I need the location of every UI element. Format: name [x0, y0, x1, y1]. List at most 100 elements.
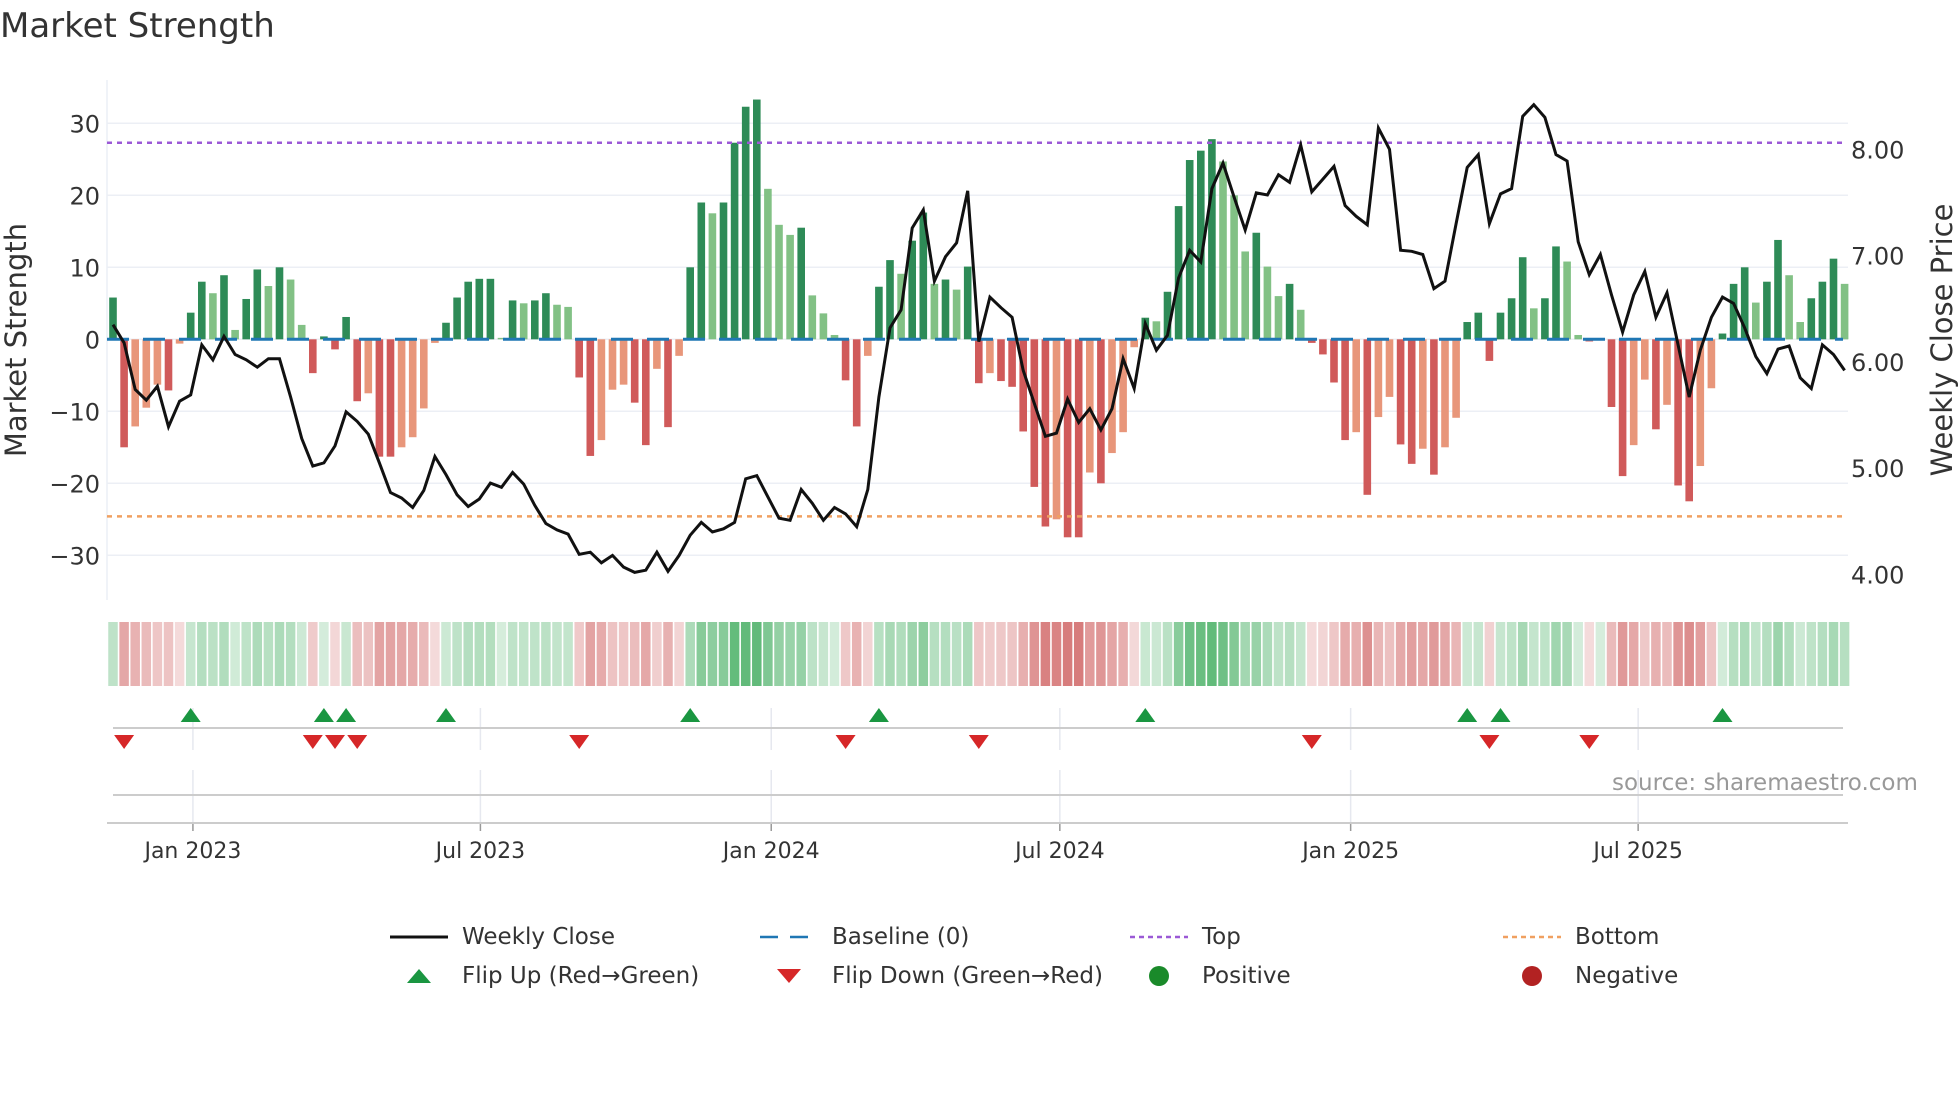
positive-bar	[442, 322, 450, 340]
strength-heat-cell	[1640, 622, 1650, 686]
strength-heat-cell	[1329, 622, 1339, 686]
strength-heat-cell	[1118, 622, 1128, 686]
negative-bar	[120, 339, 128, 448]
negative-bar	[1707, 339, 1716, 389]
positive-bar	[286, 279, 295, 340]
positive-bar	[531, 300, 539, 340]
strength-heat-cell	[208, 622, 218, 686]
positive-bar	[475, 278, 484, 340]
y2-tick-label: 6.00	[1851, 349, 1904, 377]
positive-bar	[1807, 298, 1816, 340]
y-tick-label: 20	[69, 182, 100, 210]
positive-bar	[1518, 257, 1527, 340]
flip-up-marker	[1457, 708, 1478, 722]
positive-bar	[198, 281, 206, 340]
y2-tick-label: 8.00	[1851, 136, 1904, 164]
legend-label: Top	[1202, 924, 1241, 950]
negative-bar	[153, 339, 162, 385]
negative-bar	[420, 339, 428, 409]
strength-heat-cell	[230, 622, 240, 686]
strength-heat-cell	[1839, 622, 1850, 686]
negative-bar	[675, 339, 683, 356]
strength-heat-cell	[1684, 622, 1694, 686]
positive-bar	[209, 293, 217, 340]
strength-heat-cell	[1318, 622, 1328, 686]
positive-bar	[1174, 206, 1183, 340]
strength-heat-cell	[330, 622, 340, 686]
strength-heat-cell	[1662, 622, 1672, 686]
flip-up-marker	[180, 708, 201, 722]
flip-up-marker	[336, 708, 357, 722]
positive-bar	[1541, 298, 1549, 340]
negative-bar	[642, 339, 650, 446]
positive-bar	[497, 337, 506, 340]
negative-bar	[1363, 339, 1372, 495]
negative-bar	[1308, 339, 1316, 343]
strength-heat-cell	[1673, 622, 1683, 686]
y-axis-title: Market Strength	[0, 223, 33, 457]
negative-bar	[331, 339, 339, 350]
strength-heat-cell	[840, 622, 851, 686]
flip-down-marker	[1301, 735, 1322, 749]
strength-heat-cell	[1029, 622, 1040, 686]
positive-bar	[453, 297, 461, 340]
strength-heat-cell	[1651, 622, 1661, 686]
negative-bar	[1374, 339, 1383, 418]
positive-bar	[764, 188, 772, 340]
positive-bar	[486, 278, 495, 340]
negative-bar	[586, 339, 595, 456]
negative-bar	[1130, 339, 1138, 348]
negative-bar	[386, 339, 395, 457]
positive-bar	[342, 316, 350, 340]
strength-heat-cell	[696, 622, 707, 686]
positive-bar	[941, 279, 950, 340]
strength-heat-cell	[252, 622, 263, 686]
strength-heat-cell	[352, 622, 362, 686]
strength-heat-cell	[1140, 622, 1151, 686]
y-tick-label: −30	[49, 542, 100, 570]
strength-heat-cell	[1340, 622, 1350, 686]
positive-bar	[1163, 291, 1172, 340]
strength-heat-cell	[1484, 622, 1495, 686]
strength-heat-cell	[1151, 622, 1162, 686]
strength-heat-cell	[663, 622, 673, 686]
flip-down-marker	[1479, 735, 1500, 749]
strength-heat-cell	[1406, 622, 1417, 686]
strength-heat-cell	[241, 622, 251, 686]
strength-heat-cell	[1473, 622, 1484, 686]
negative-bar	[1319, 339, 1327, 355]
negative-bar	[619, 339, 628, 385]
positive-bar	[1740, 267, 1749, 340]
negative-bar	[1685, 339, 1693, 502]
source-credit: source: sharemaestro.com	[1612, 770, 1918, 796]
strength-heat-cell	[829, 622, 840, 686]
strength-heat-cell	[707, 622, 718, 686]
strength-heat-cell	[885, 622, 895, 686]
strength-heat-cell	[585, 622, 596, 686]
strength-heat-cell	[729, 622, 740, 686]
strength-heat-cell	[130, 622, 140, 686]
strength-heat-cell	[463, 622, 473, 686]
strength-heat-cell	[851, 622, 862, 686]
strength-heat-cell	[951, 622, 962, 686]
strength-heat-cell	[1795, 622, 1805, 686]
negative-bar	[1086, 339, 1094, 473]
strength-heat-cell	[518, 622, 529, 686]
strength-heat-cell	[1229, 622, 1239, 686]
negative-bar	[397, 339, 406, 448]
negative-bar	[1419, 339, 1427, 449]
positive-bar	[908, 240, 916, 340]
negative-bar	[608, 339, 617, 390]
strength-heat-cell	[1739, 622, 1750, 686]
positive-bar	[1252, 232, 1261, 340]
strength-heat-cell	[774, 622, 784, 686]
strength-heat-cell	[1307, 622, 1317, 686]
strength-heat-cell	[1806, 622, 1817, 686]
positive-bar	[1752, 302, 1760, 340]
strength-heat-cell	[1462, 622, 1472, 686]
strength-heat-cell	[1817, 622, 1828, 686]
negative-bar	[1063, 339, 1072, 538]
negative-bar	[841, 339, 850, 381]
strength-heat-cell	[1706, 622, 1717, 686]
